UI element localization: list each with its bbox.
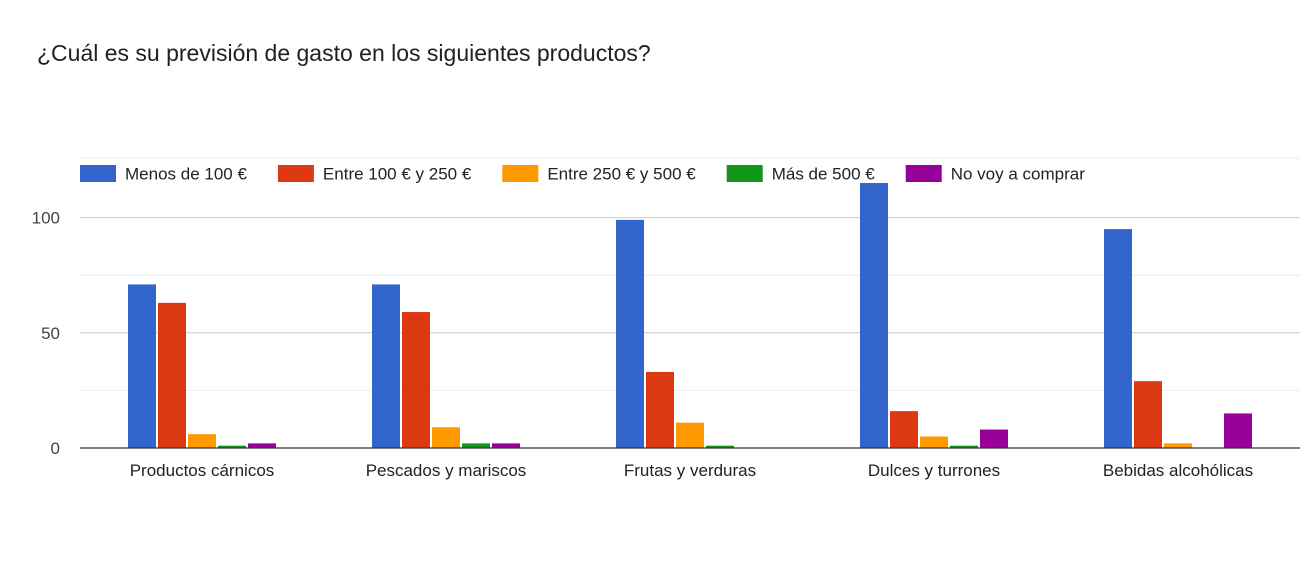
legend-label: Más de 500 €: [772, 165, 876, 184]
legend-swatch: [277, 165, 314, 182]
legend-item[interactable]: Menos de 100 €: [80, 165, 247, 184]
chart-title: ¿Cuál es su previsión de gasto en los si…: [37, 40, 651, 66]
legend-item[interactable]: Entre 100 € y 250 €: [277, 165, 472, 184]
x-tick-label: Dulces y turrones: [868, 461, 1000, 480]
bar[interactable]: [980, 429, 1008, 448]
legend[interactable]: Menos de 100 € Entre 100 € y 250 € Entre 2…: [80, 165, 1085, 184]
bar[interactable]: [158, 302, 186, 448]
bar[interactable]: [462, 443, 490, 448]
legend-label: Entre 250 € y 500 €: [547, 165, 696, 184]
bar[interactable]: [372, 284, 400, 448]
x-axis-ticks: Productos cárnicos Pescados y mariscos Fru…: [130, 461, 1253, 480]
x-tick-label: Pescados y mariscos: [366, 461, 527, 480]
x-tick-label: Productos cárnicos: [130, 461, 275, 480]
bar[interactable]: [676, 422, 704, 448]
bar[interactable]: [860, 183, 888, 448]
legend-swatch: [905, 165, 942, 182]
legend-swatch: [80, 165, 116, 182]
bar[interactable]: [920, 436, 948, 448]
y-tick-label: 0: [51, 439, 60, 458]
legend-swatch: [502, 165, 539, 182]
bar[interactable]: [1164, 443, 1192, 448]
bar[interactable]: [248, 443, 276, 448]
bar[interactable]: [218, 445, 246, 448]
bar[interactable]: [432, 427, 460, 448]
bar[interactable]: [1224, 413, 1252, 448]
y-tick-label: 100: [32, 209, 60, 228]
bar[interactable]: [646, 371, 674, 448]
x-tick-label: Bebidas alcohólicas: [1103, 461, 1253, 480]
bar[interactable]: [890, 411, 918, 448]
legend-swatch: [726, 165, 763, 182]
legend-label: No voy a comprar: [951, 165, 1085, 184]
legend-label: Menos de 100 €: [125, 165, 247, 184]
bar[interactable]: [492, 443, 520, 448]
bar[interactable]: [706, 445, 734, 448]
legend-item[interactable]: Entre 250 € y 500 €: [502, 165, 696, 184]
bars: [80, 183, 1300, 449]
legend-label: Entre 100 € y 250 €: [323, 165, 472, 184]
bar[interactable]: [1134, 381, 1162, 448]
grid-lines: [80, 157, 1300, 391]
y-axis-ticks: 0 50 100: [32, 209, 60, 458]
bar[interactable]: [188, 434, 216, 448]
legend-item[interactable]: No voy a comprar: [905, 165, 1085, 184]
bar[interactable]: [128, 284, 156, 448]
legend-item[interactable]: Más de 500 €: [726, 165, 876, 184]
y-tick-label: 50: [41, 324, 60, 343]
bar[interactable]: [1104, 229, 1132, 448]
bar[interactable]: [950, 445, 978, 448]
bar[interactable]: [402, 312, 430, 448]
bar[interactable]: [616, 219, 644, 448]
x-tick-label: Frutas y verduras: [624, 461, 756, 480]
